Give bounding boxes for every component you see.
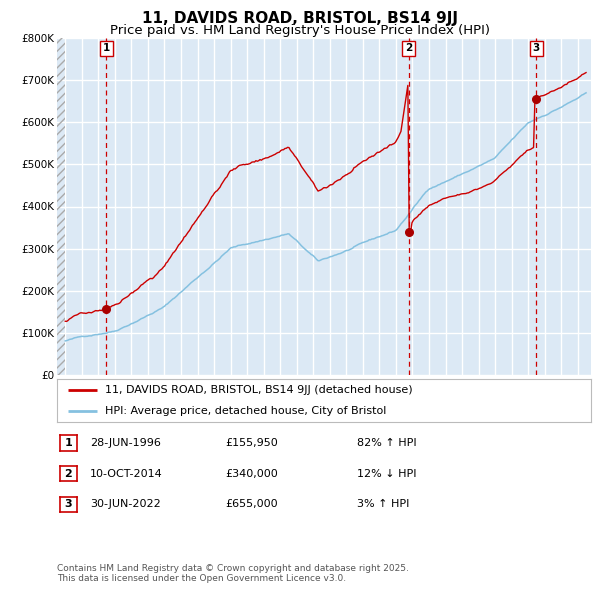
Text: 1: 1 [103,44,110,53]
Text: 30-JUN-2022: 30-JUN-2022 [90,500,161,509]
Text: 12% ↓ HPI: 12% ↓ HPI [357,469,416,478]
Text: £340,000: £340,000 [225,469,278,478]
Text: Contains HM Land Registry data © Crown copyright and database right 2025.
This d: Contains HM Land Registry data © Crown c… [57,563,409,583]
Bar [57,38,65,375]
Text: 2: 2 [65,469,72,478]
Text: £655,000: £655,000 [225,500,278,509]
Text: 82% ↑ HPI: 82% ↑ HPI [357,438,416,448]
Text: 10-OCT-2014: 10-OCT-2014 [90,469,163,478]
Text: 3: 3 [65,500,72,509]
Text: 3% ↑ HPI: 3% ↑ HPI [357,500,409,509]
Text: 11, DAVIDS ROAD, BRISTOL, BS14 9JJ (detached house): 11, DAVIDS ROAD, BRISTOL, BS14 9JJ (deta… [105,385,413,395]
Text: 3: 3 [533,44,540,53]
Text: 11, DAVIDS ROAD, BRISTOL, BS14 9JJ: 11, DAVIDS ROAD, BRISTOL, BS14 9JJ [142,11,458,25]
Text: HPI: Average price, detached house, City of Bristol: HPI: Average price, detached house, City… [105,407,386,416]
Text: 1: 1 [65,438,72,448]
Text: £155,950: £155,950 [225,438,278,448]
Text: Price paid vs. HM Land Registry's House Price Index (HPI): Price paid vs. HM Land Registry's House … [110,24,490,37]
Text: 28-JUN-1996: 28-JUN-1996 [90,438,161,448]
Text: 2: 2 [405,44,412,53]
